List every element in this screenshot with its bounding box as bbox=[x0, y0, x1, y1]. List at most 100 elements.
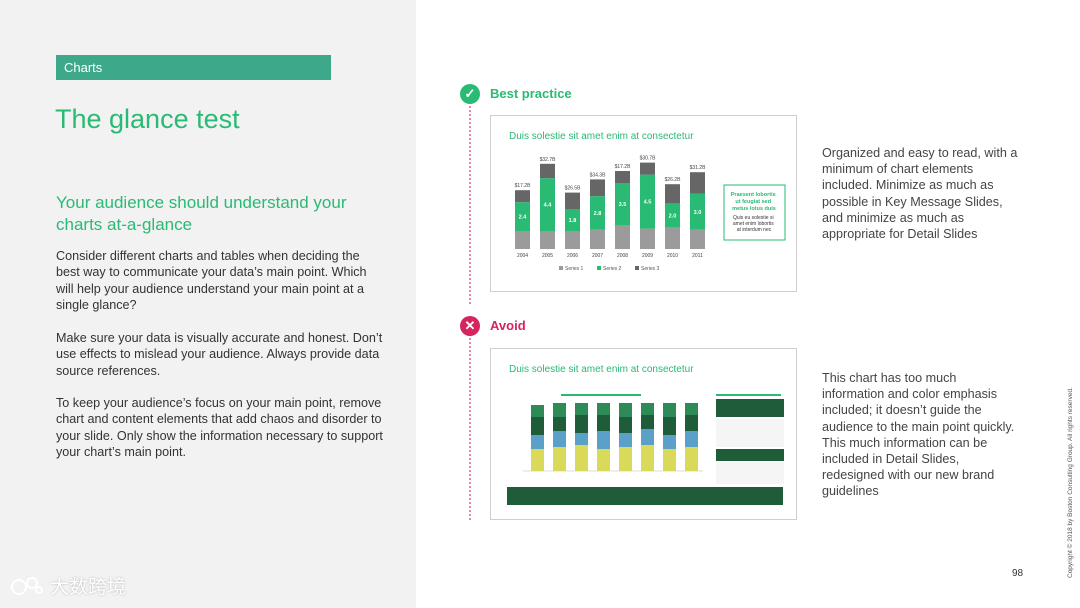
total-label: $32.7B bbox=[540, 157, 557, 163]
bar-segment bbox=[685, 415, 698, 431]
body-paragraph: Make sure your data is visually accurate… bbox=[56, 331, 383, 378]
data-label: 3.0 bbox=[694, 210, 702, 216]
bar-segment bbox=[565, 231, 580, 249]
bar-segment bbox=[663, 403, 676, 417]
watermark-logo-icon bbox=[11, 576, 43, 595]
bar-segment bbox=[665, 184, 680, 204]
bar-segment bbox=[619, 447, 632, 471]
bar-segment bbox=[531, 449, 544, 471]
bar-segment bbox=[619, 403, 632, 417]
dotted-divider bbox=[469, 338, 471, 520]
tick-label: 2004 bbox=[517, 253, 528, 259]
tick-label: 2011 bbox=[692, 253, 703, 259]
data-label: 1.8 bbox=[569, 218, 577, 224]
sidebar-block bbox=[716, 399, 784, 417]
thumbnail-title: Duis solestie sit amet enim at consectet… bbox=[509, 364, 694, 375]
bar-segment bbox=[663, 417, 676, 435]
best-practice-thumbnail: Duis solestie sit amet enim at consectet… bbox=[490, 115, 797, 292]
total-label: $30.7B bbox=[640, 156, 657, 162]
total-label: $26.2B bbox=[665, 177, 682, 183]
tick-label: 2006 bbox=[567, 253, 578, 259]
bar-segment bbox=[597, 431, 610, 449]
bar-segment bbox=[553, 431, 566, 447]
total-label: $26.5B bbox=[565, 186, 582, 192]
total-label: $17.2B bbox=[515, 183, 532, 189]
bar-segment bbox=[640, 162, 655, 175]
tick-label: 2010 bbox=[667, 253, 678, 259]
legend-swatch bbox=[597, 266, 601, 270]
bar-segment bbox=[515, 190, 530, 203]
stacked-bar-chart: 2.4 $17.2B 2004 4.4 $32.7B 2005 1.8 $26.5B 2006 2… bbox=[515, 156, 786, 272]
bar-segment bbox=[619, 433, 632, 447]
bar-segment bbox=[665, 203, 680, 228]
avoid-description: This chart has too much information and … bbox=[822, 371, 1015, 499]
sidebar-block bbox=[716, 449, 784, 461]
bar-segment bbox=[540, 178, 555, 231]
sidebar-block bbox=[716, 462, 784, 484]
legend-label: Series 3 bbox=[641, 266, 660, 272]
callout-title: Praesent lobortis ut feugiat sed metus l… bbox=[731, 192, 777, 212]
bar-segment bbox=[540, 231, 555, 249]
best-practice-label: Best practice bbox=[490, 86, 572, 101]
tick-label: 2005 bbox=[542, 253, 553, 259]
cluttered-chart-sketch bbox=[507, 394, 784, 505]
bar-segment bbox=[641, 403, 654, 415]
avoid-thumbnail: Duis solestie sit amet enim at consectet… bbox=[490, 348, 797, 520]
bar-segment bbox=[553, 447, 566, 471]
bar-segment bbox=[640, 228, 655, 249]
bar-segment bbox=[619, 417, 632, 433]
bar-segment bbox=[640, 174, 655, 229]
bar-segment bbox=[663, 449, 676, 471]
bar-segment bbox=[540, 163, 555, 179]
bar-segment bbox=[597, 403, 610, 415]
bar-segment bbox=[575, 415, 588, 433]
bar-segment bbox=[531, 435, 544, 449]
bar-segment bbox=[685, 431, 698, 447]
bar-segment bbox=[575, 403, 588, 415]
total-label: $17.2B bbox=[615, 164, 632, 170]
legend-label: Series 2 bbox=[603, 266, 622, 272]
dotted-divider bbox=[469, 106, 471, 304]
data-label: 2.4 bbox=[519, 215, 528, 221]
bar-segment bbox=[615, 225, 630, 249]
bar-segment bbox=[590, 229, 605, 249]
copyright: Copyright © 2018 by Boston Consulting Gr… bbox=[1067, 387, 1074, 578]
bar-segment bbox=[553, 417, 566, 431]
check-icon: ✓ bbox=[460, 84, 480, 104]
data-label: 3.5 bbox=[619, 202, 627, 208]
section-tag: Charts bbox=[56, 55, 331, 80]
best-practice-description: Organized and easy to read, with a minim… bbox=[822, 146, 1018, 242]
bar-segment bbox=[615, 171, 630, 183]
callout-body: Quis eu solestie si amet enim lobortis a… bbox=[733, 215, 775, 233]
x-icon: ✕ bbox=[460, 316, 480, 336]
bar-segment bbox=[641, 429, 654, 445]
body-paragraph: Consider different charts and tables whe… bbox=[56, 249, 367, 312]
bar-segment bbox=[531, 417, 544, 435]
bar-segment bbox=[515, 231, 530, 249]
total-label: $34.3B bbox=[590, 172, 607, 178]
watermark-text: 大数跨境 bbox=[50, 577, 127, 598]
body-paragraph: To keep your audience’s focus on your ma… bbox=[56, 396, 383, 459]
bar-segment bbox=[515, 202, 530, 231]
bar-segment bbox=[663, 435, 676, 449]
legend-swatch bbox=[635, 266, 639, 270]
tick-label: 2008 bbox=[617, 253, 628, 259]
bar-segment bbox=[641, 445, 654, 471]
bar-segment bbox=[575, 445, 588, 471]
left-panel bbox=[0, 0, 416, 608]
page-number: 98 bbox=[1012, 568, 1024, 579]
legend-label: Series 1 bbox=[565, 266, 584, 272]
bar-segment bbox=[685, 447, 698, 471]
avoid-label: Avoid bbox=[490, 318, 526, 333]
data-label: 4.5 bbox=[644, 200, 652, 206]
bar-segment bbox=[690, 193, 705, 230]
page-title: The glance test bbox=[55, 104, 240, 134]
data-label: 4.4 bbox=[544, 203, 553, 209]
bar-segment bbox=[565, 192, 580, 210]
sidebar-block bbox=[716, 419, 784, 447]
bar-segment bbox=[685, 403, 698, 415]
legend-swatch bbox=[559, 266, 563, 270]
data-label: 2.0 bbox=[669, 213, 677, 219]
tick-label: 2009 bbox=[642, 253, 653, 259]
bar-segment bbox=[590, 196, 605, 230]
